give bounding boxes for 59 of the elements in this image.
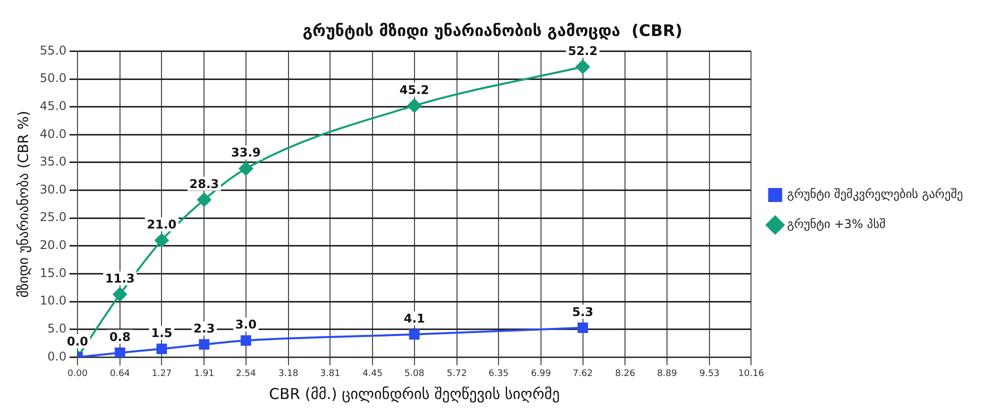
point [198, 339, 210, 350]
point [154, 233, 169, 248]
x-tick-label: 8.26 [615, 368, 636, 379]
x-tick-label: 3.18 [278, 368, 299, 379]
legend-label: გრუნტი +3% პსშ [787, 217, 886, 232]
chart-title: გრუნტის მზიდი უნარიანობის გამოცდა (CBR) [302, 20, 682, 40]
point [112, 287, 127, 302]
point [407, 98, 422, 113]
y-tick-label: 40.0 [40, 126, 67, 141]
data-label: 0.0 [66, 334, 88, 348]
y-tick-label: 25.0 [40, 210, 67, 224]
x-tick-label: 5.08 [404, 368, 425, 379]
data-label: 52.2 [568, 44, 598, 58]
x-tick-label: 0.64 [110, 368, 130, 379]
point [240, 335, 252, 346]
data-label: 2.3 [194, 322, 215, 336]
x-tick-label: 3.81 [320, 368, 340, 379]
x-tick-label: 1.27 [152, 368, 172, 379]
x-tick-label: 8.89 [656, 368, 678, 379]
legend-label: გრუნტი შემკვრელების გარეშე [787, 187, 964, 202]
x-tick-label: 0.00 [67, 368, 88, 379]
y-tick-label: 5.0 [47, 322, 67, 336]
point [576, 60, 590, 74]
data-label: 33.9 [231, 146, 261, 160]
y-tick-label: 45.0 [40, 98, 67, 113]
data-label: 3.0 [235, 318, 257, 332]
point [409, 329, 420, 340]
x-tick-label: 9.53 [699, 368, 720, 379]
x-tick-label: 6.35 [488, 368, 509, 379]
y-tick-label: 50.0 [40, 71, 67, 86]
x-tick-label: 10.16 [738, 368, 764, 379]
y-tick-label: 0.0 [47, 349, 67, 364]
data-label: 11.3 [105, 271, 135, 286]
y-tick-label: 15.0 [40, 266, 67, 280]
y-axis-title: მზიდი უნარიანობა (CBR %) [16, 110, 32, 298]
y-tick-label: 35.0 [40, 154, 67, 169]
y-tick-label: 30.0 [40, 182, 67, 196]
data-label: 21.0 [146, 217, 177, 232]
x-tick-label: 1.91 [194, 368, 214, 379]
data-label: 0.8 [109, 330, 131, 344]
point [156, 344, 167, 354]
x-tick-label: 4.45 [362, 368, 383, 379]
data-label: 28.3 [189, 176, 219, 191]
point [578, 322, 588, 333]
point [114, 348, 126, 358]
point [238, 162, 253, 176]
point [197, 192, 212, 207]
x-tick-label: 5.72 [446, 368, 467, 379]
y-tick-label: 10.0 [40, 294, 67, 308]
x-tick-label: 6.99 [530, 368, 552, 379]
y-tick-label: 55.0 [40, 43, 67, 58]
x-axis-title: CBR (მმ.) ცილინდრის შეღწევის სიღრმე [268, 384, 560, 403]
data-label: 4.1 [404, 312, 425, 326]
y-tick-label: 20.0 [40, 238, 67, 252]
x-tick-label: 2.54 [236, 368, 256, 379]
data-label: 5.3 [572, 304, 594, 319]
x-tick-label: 7.62 [572, 368, 593, 379]
data-label: 1.5 [151, 326, 172, 340]
data-label: 45.2 [400, 82, 430, 97]
